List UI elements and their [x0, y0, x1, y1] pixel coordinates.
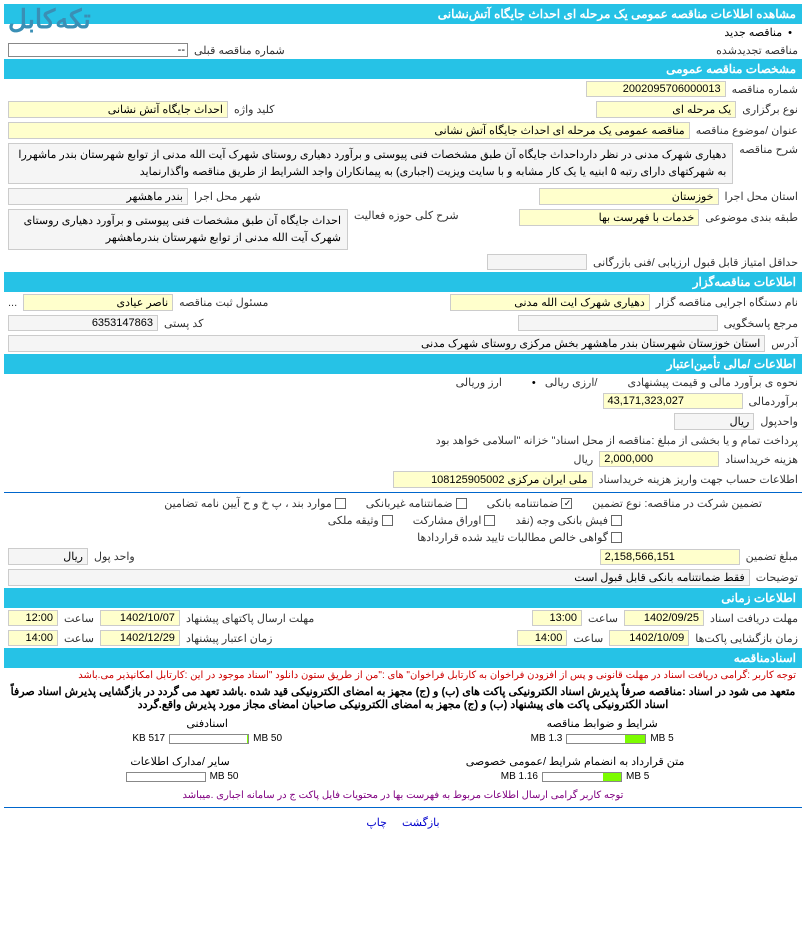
unit-field: ریال	[674, 413, 754, 430]
curr-foreign-label: ارز وریالی	[456, 376, 502, 389]
prev-num-select[interactable]: --	[8, 43, 188, 57]
page-title: مشاهده اطلاعات مناقصه عمومی یک مرحله ای …	[4, 4, 802, 24]
file1-title: شرایط و ضوابط مناقصه	[531, 717, 674, 730]
cb-bonds[interactable]: اوراق مشارکت	[413, 514, 496, 527]
keyword-field[interactable]: احداث جایگاه آتش نشانی	[8, 101, 228, 118]
prov-field: خوزستان	[539, 188, 719, 205]
account-field: ملی ایران مرکزی 108125905002	[393, 471, 593, 488]
guarantee-label: تضمین شرکت در مناقصه: نوع تضمین	[592, 497, 762, 510]
cat-field: خدمات با فهرست بها	[519, 209, 699, 226]
send-time: 12:00	[8, 610, 58, 626]
recv-time: 13:00	[532, 610, 582, 626]
amount-label: مبلغ تضمین	[746, 550, 798, 563]
back-link[interactable]: بازگشت	[402, 817, 440, 829]
cat-label: طبقه بندی موضوعی	[705, 211, 798, 224]
cb-nonbank-guarantee[interactable]: ضمانتنامه غیربانکی	[366, 497, 467, 510]
account-label: اطلاعات حساب جهت واریز هزینه خریداسناد	[599, 473, 798, 486]
city-field: بندر ماهشهر	[8, 188, 188, 205]
curr-rial-label: /ارزی ریالی	[545, 376, 598, 389]
reg-label: مسئول ثبت مناقصه	[179, 296, 268, 309]
est-rial-field: 43,171,323,027	[603, 393, 743, 409]
section-timing: اطلاعات زمانی	[4, 588, 802, 608]
logo: تکه‌کابل	[8, 4, 91, 35]
open-date: 1402/10/09	[609, 630, 689, 646]
note-field[interactable]: فقط ضمانتنامه بانکی قابل قبول است	[8, 569, 750, 586]
section-docs: اسنادمناقصه	[4, 648, 802, 668]
renewed-tender-option[interactable]: مناقصه تجدیدشده	[716, 44, 798, 57]
file4-progress	[126, 772, 206, 782]
org-field: دهیاری شهرک ایت الله مدنی	[450, 294, 650, 311]
open-time: 14:00	[517, 630, 567, 646]
send-date: 1402/10/07	[100, 610, 180, 626]
cb-bank-guarantee[interactable]: ضمانتنامه بانکی	[487, 497, 573, 510]
city-label: شهر محل اجرا	[194, 190, 261, 203]
more-link[interactable]: ...	[8, 297, 17, 309]
valid-label: زمان اعتبار پیشنهاد	[186, 632, 273, 645]
subject-label: عنوان /موضوع مناقصه	[696, 124, 798, 137]
cb-property[interactable]: وثیقه ملکی	[328, 514, 393, 527]
amount-unit-label: واحد پول	[94, 550, 135, 563]
type-field: یک مرحله ای	[596, 101, 736, 118]
ref-field[interactable]	[518, 315, 718, 331]
min-score-label: حداقل امتیاز قابل قبول ارزیابی /فنی بازر…	[593, 256, 798, 269]
new-tender-option[interactable]: مناقصه جدید	[4, 24, 802, 41]
valid-date: 1402/12/29	[100, 630, 180, 646]
est-rial-label: برآوردمالی	[749, 395, 798, 408]
activity-label: شرح کلی حوزه فعالیت	[354, 209, 459, 222]
cb-regulation[interactable]: موارد بند ، پ خ و ح آیین نامه تضامین	[164, 497, 345, 510]
notice-commitment: متعهد می شود در اسناد :مناقصه صرفاً پذیر…	[4, 683, 802, 713]
prev-num-label: شماره مناقصه قبلی	[194, 44, 285, 57]
notice-download: توجه کاربر :گرامی دریافت اسناد در مهلت ق…	[4, 668, 802, 683]
desc-label: شرح مناقصه	[739, 143, 798, 156]
file4-title: سایر /مدارک اطلاعات	[122, 755, 239, 768]
keyword-label: کلید واژه	[234, 103, 274, 116]
tender-num-label: شماره مناقصه	[732, 83, 798, 96]
amount-unit-field: ریال	[8, 548, 88, 565]
activity-field[interactable]: احداث جایگاه آن طبق مشخصات فنی پیوستی و …	[8, 209, 348, 250]
est-label: نحوه ی برآورد مالی و قیمت پیشنهادی	[627, 376, 798, 389]
cb-cash[interactable]: فیش بانکی وجه (نقد	[515, 514, 622, 527]
recv-label: مهلت دریافت اسناد	[710, 612, 798, 625]
buy-cost-label: هزینه خریداسناد	[725, 453, 798, 466]
reg-field: ناصر عیادی	[23, 294, 173, 311]
note-label: توضیحات	[756, 571, 798, 584]
source-label: پرداخت تمام و یا بخشی از مبلغ :مناقصه از…	[436, 434, 798, 447]
file3-progress	[542, 772, 622, 782]
buy-cost-field: 2,000,000	[599, 451, 719, 467]
buy-cost-unit: ریال	[574, 453, 594, 466]
addr-field[interactable]: استان خوزستان شهرستان بندر ماهشهر بخش مر…	[8, 335, 765, 352]
send-label: مهلت ارسال پاکتهای پیشنهاد	[186, 612, 314, 625]
org-label: نام دستگاه اجرایی مناقصه گزار	[656, 296, 798, 309]
valid-time: 14:00	[8, 630, 58, 646]
open-label: زمان بازگشایی پاکت‌ها	[695, 632, 798, 645]
recv-date: 1402/09/25	[624, 610, 704, 626]
file3-title: متن قرارداد به انضمام شرایط /عمومی خصوصی	[466, 755, 685, 768]
print-link[interactable]: چاپ	[366, 817, 387, 829]
postal-label: کد پستی	[164, 317, 203, 330]
prov-label: استان محل اجرا	[725, 190, 798, 203]
cb-cert[interactable]: گواهی خالص مطالبات تایید شده قراردادها	[417, 531, 622, 544]
file1-progress	[566, 734, 646, 744]
addr-label: آدرس	[771, 337, 798, 350]
section-general: مشخصات مناقصه عمومی	[4, 59, 802, 79]
desc-field[interactable]: دهیاری شهرک مدنی در نظر دارداحداث جایگاه…	[8, 143, 733, 184]
section-financial: اطلاعات /مالی تأمین‌اعتبار	[4, 354, 802, 374]
section-organizer: اطلاعات مناقصه‌گزار	[4, 272, 802, 292]
min-score-field[interactable]	[487, 254, 587, 270]
tender-num-field: 2002095706000013	[586, 81, 726, 97]
ref-label: مرجع پاسخگویی	[724, 317, 798, 330]
postal-field: 6353147863	[8, 315, 158, 331]
type-label: نوع برگزاری	[742, 103, 798, 116]
amount-field: 2,158,566,151	[600, 549, 740, 565]
unit-label: واحدپول	[760, 415, 798, 428]
subject-field[interactable]: مناقصه عمومی یک مرحله ای احداث جایگاه آت…	[8, 122, 690, 139]
notice-mandatory: توجه کاربر گرامی ارسال اطلاعات مربوط به …	[4, 786, 802, 805]
file2-title: اسنادفنی	[132, 717, 282, 730]
file2-progress	[169, 734, 249, 744]
